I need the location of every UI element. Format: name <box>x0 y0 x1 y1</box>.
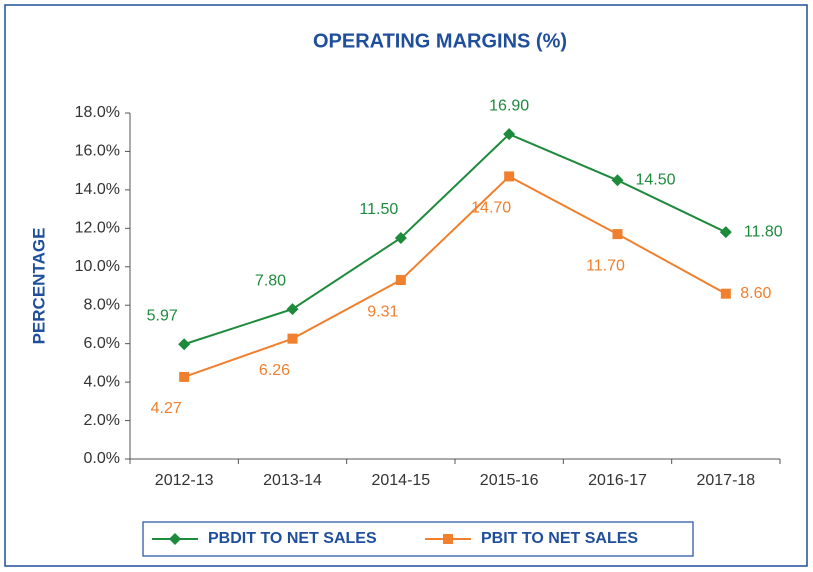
series-line <box>183 132 727 346</box>
data-label: 14.50 <box>636 171 676 188</box>
marker <box>612 229 623 240</box>
marker <box>169 533 181 545</box>
x-tick-label: 2013-14 <box>263 472 322 489</box>
marker <box>287 333 298 344</box>
chart-frame <box>4 4 808 567</box>
data-label: 9.31 <box>367 303 398 320</box>
y-tick-label: 14.0% <box>75 181 120 198</box>
data-label: 5.97 <box>147 307 178 324</box>
x-tick-label: 2017-18 <box>696 472 755 489</box>
data-label: 14.70 <box>471 200 511 217</box>
data-label: 7.80 <box>255 272 286 289</box>
legend-label: PBDIT TO NET SALES <box>208 530 377 547</box>
data-label: 11.80 <box>744 223 783 240</box>
legend-box <box>142 521 694 557</box>
y-axis-label: PERCENTAGE <box>29 228 48 345</box>
marker <box>286 303 299 316</box>
series-line <box>183 175 727 378</box>
marker <box>443 534 453 544</box>
marker <box>395 275 406 286</box>
marker <box>394 231 407 244</box>
x-tick-label: 2014-15 <box>371 472 430 489</box>
marker <box>719 226 732 239</box>
y-tick-label: 4.0% <box>84 373 120 390</box>
x-tick-label: 2012-13 <box>155 472 214 489</box>
y-tick-label: 18.0% <box>75 104 120 121</box>
y-tick-label: 8.0% <box>84 296 120 313</box>
y-tick-label: 10.0% <box>75 258 120 275</box>
y-tick-label: 2.0% <box>84 412 120 429</box>
data-label: 4.27 <box>151 400 182 417</box>
chart-title: OPERATING MARGINS (%) <box>313 30 567 52</box>
data-label: 11.70 <box>586 257 625 274</box>
data-label: 6.26 <box>259 362 290 379</box>
marker <box>504 171 515 182</box>
y-tick-label: 16.0% <box>75 143 120 160</box>
marker <box>503 128 516 141</box>
data-label: 8.60 <box>740 285 771 302</box>
data-label: 11.50 <box>359 201 398 218</box>
legend-label: PBIT TO NET SALES <box>481 530 638 547</box>
y-tick-label: 0.0% <box>84 450 120 467</box>
x-tick-label: 2015-16 <box>480 472 539 489</box>
marker <box>179 371 190 382</box>
marker <box>720 288 731 299</box>
data-label: 16.90 <box>489 97 529 114</box>
marker <box>611 174 624 187</box>
x-tick-label: 2016-17 <box>588 472 647 489</box>
marker <box>178 338 191 351</box>
y-tick-label: 6.0% <box>84 335 120 352</box>
y-tick-label: 12.0% <box>75 220 120 237</box>
